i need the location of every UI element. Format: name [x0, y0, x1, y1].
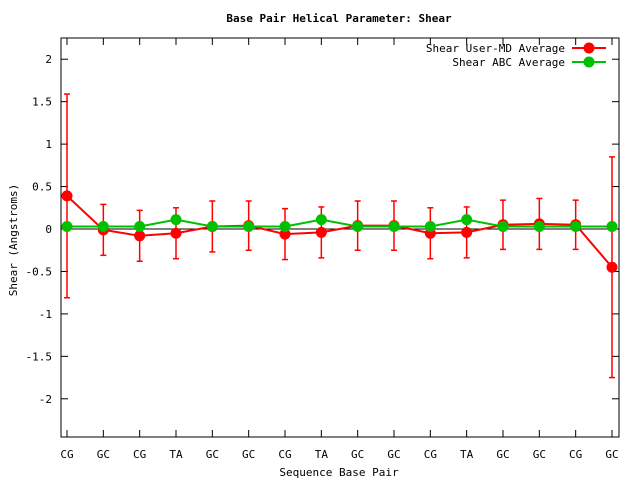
y-tick-label: 1.5 — [32, 96, 52, 109]
y-tick-label: 0 — [45, 223, 52, 236]
data-point — [243, 220, 255, 232]
data-point — [97, 220, 109, 232]
x-tick-label: GC — [206, 448, 219, 461]
legend-swatch-marker — [583, 56, 595, 68]
x-tick-label: GC — [387, 448, 400, 461]
data-point — [461, 226, 473, 238]
series-layer — [61, 93, 618, 379]
series-abc — [61, 214, 618, 232]
x-tick-label: TA — [315, 448, 329, 461]
chart-title: Base Pair Helical Parameter: Shear — [226, 12, 452, 25]
x-tick-label: TA — [169, 448, 183, 461]
x-axis: CG GC CG TA GC GC CG TA GC GC CG TA GC GC CG GC — [60, 38, 619, 461]
data-point — [533, 220, 545, 232]
x-tick-label: GC — [242, 448, 255, 461]
legend-swatch-marker — [583, 42, 595, 54]
data-point — [315, 214, 327, 226]
data-point — [170, 214, 182, 226]
x-tick-label: CG — [569, 448, 582, 461]
data-point — [388, 220, 400, 232]
data-point — [315, 226, 327, 238]
data-point — [170, 227, 182, 239]
y-tick-label: 0.5 — [32, 181, 52, 194]
data-point — [424, 220, 436, 232]
series-line — [66, 195, 613, 268]
data-point — [279, 228, 291, 240]
x-tick-label: CG — [133, 448, 146, 461]
data-point — [61, 220, 73, 232]
x-tick-label: CG — [424, 448, 437, 461]
x-axis-label: Sequence Base Pair — [279, 466, 399, 479]
legend-label: Shear User-MD Average — [426, 42, 565, 55]
series-user-md — [61, 93, 618, 379]
y-tick-label: -0.5 — [26, 265, 53, 278]
y-tick-label: -2 — [39, 393, 52, 406]
y-axis-label: Shear (Angstroms) — [7, 184, 20, 297]
data-point — [606, 220, 618, 232]
x-tick-label: GC — [351, 448, 364, 461]
x-tick-label: GC — [97, 448, 110, 461]
x-tick-label: CG — [278, 448, 291, 461]
y-tick-label: -1.5 — [26, 350, 53, 363]
data-point — [570, 220, 582, 232]
y-tick-label: 1 — [45, 138, 52, 151]
y-tick-label: 2 — [45, 53, 52, 66]
data-point — [279, 220, 291, 232]
data-point — [606, 261, 618, 273]
data-point — [206, 220, 218, 232]
data-point — [134, 220, 146, 232]
x-tick-label: GC — [533, 448, 546, 461]
series-line — [67, 218, 612, 228]
x-tick-label: GC — [496, 448, 509, 461]
legend-label: Shear ABC Average — [452, 56, 565, 69]
data-point — [461, 214, 473, 226]
x-tick-label: CG — [60, 448, 73, 461]
x-tick-label: TA — [460, 448, 474, 461]
data-point — [352, 220, 364, 232]
x-tick-label: GC — [605, 448, 618, 461]
y-tick-label: -1 — [39, 308, 52, 321]
plot-frame — [60, 37, 620, 438]
data-point — [497, 220, 509, 232]
data-point — [61, 190, 73, 202]
data-point — [134, 230, 146, 242]
